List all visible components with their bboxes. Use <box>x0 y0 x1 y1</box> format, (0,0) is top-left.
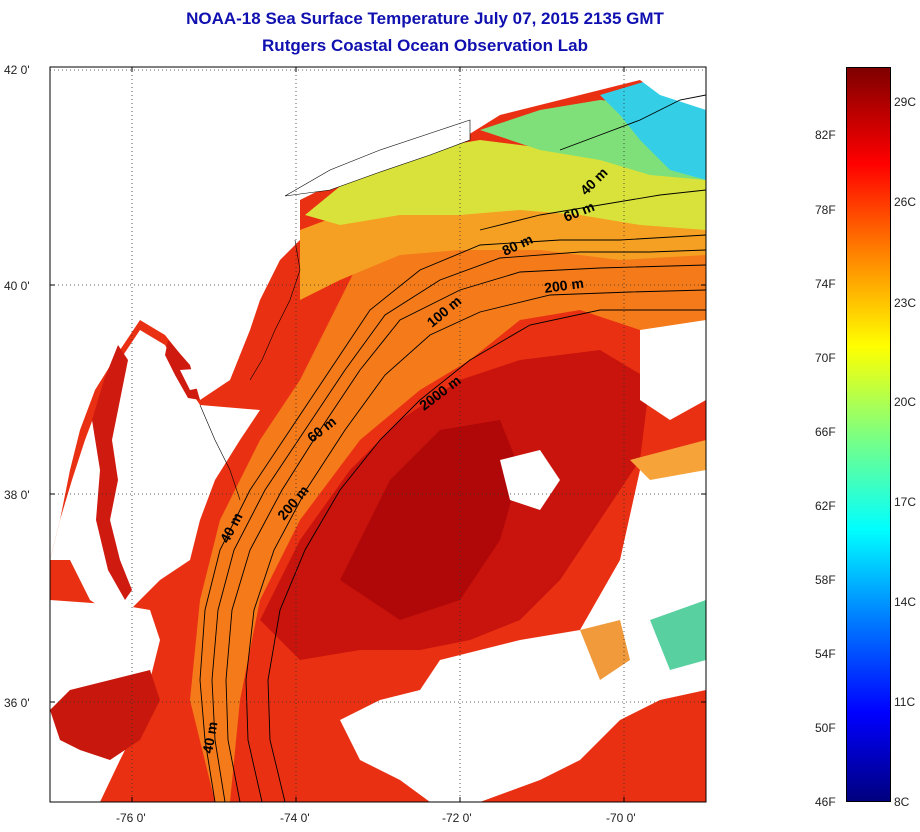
contour-label: 40 m <box>199 720 220 754</box>
graticule <box>50 67 706 802</box>
lon-label-74: -74 0' <box>280 811 310 825</box>
colorbar <box>846 67 891 802</box>
contour-label: 200 m <box>543 275 585 296</box>
colorbar-c-label: 26C <box>894 195 917 209</box>
colorbar-c-label: 17C <box>894 495 917 509</box>
colorbar-c-label: 8C <box>894 795 910 809</box>
colorbar-f-label: 58F <box>815 573 836 587</box>
map-subtitle: Rutgers Coastal Ocean Observation Lab <box>262 36 588 55</box>
colorbar-f-label: 66F <box>815 425 836 439</box>
lat-label-40: 40 0' <box>4 279 30 293</box>
colorbar-f-label: 50F <box>815 721 836 735</box>
colorbar-c-label: 14C <box>894 595 917 609</box>
colorbar-c-label: 23C <box>894 296 917 310</box>
map-frame <box>49 66 707 803</box>
colorbar-f-label: 74F <box>815 277 836 291</box>
colorbar-c-label: 11C <box>894 695 916 709</box>
colorbar-f-label: 54F <box>815 647 836 661</box>
colorbar-f-label: 78F <box>815 203 836 217</box>
frame-ticks <box>50 67 706 802</box>
colorbar-f-label: 70F <box>815 351 836 365</box>
lat-label-42: 42 0' <box>4 63 30 77</box>
colorbar-f-label: 62F <box>815 499 836 513</box>
colorbar-c-label: 29C <box>894 95 917 109</box>
map-title: NOAA-18 Sea Surface Temperature July 07,… <box>186 9 664 28</box>
lon-label-76: -76 0' <box>116 811 146 825</box>
colorbar-f-label: 46F <box>815 795 836 809</box>
lon-label-70: -70 0' <box>606 811 636 825</box>
lat-label-38: 38 0' <box>4 488 30 502</box>
lat-label-36: 36 0' <box>4 696 30 710</box>
sst-field <box>50 67 706 802</box>
lon-label-72: -72 0' <box>442 811 472 825</box>
colorbar-c-label: 20C <box>894 395 917 409</box>
colorbar-f-label: 82F <box>815 128 836 142</box>
